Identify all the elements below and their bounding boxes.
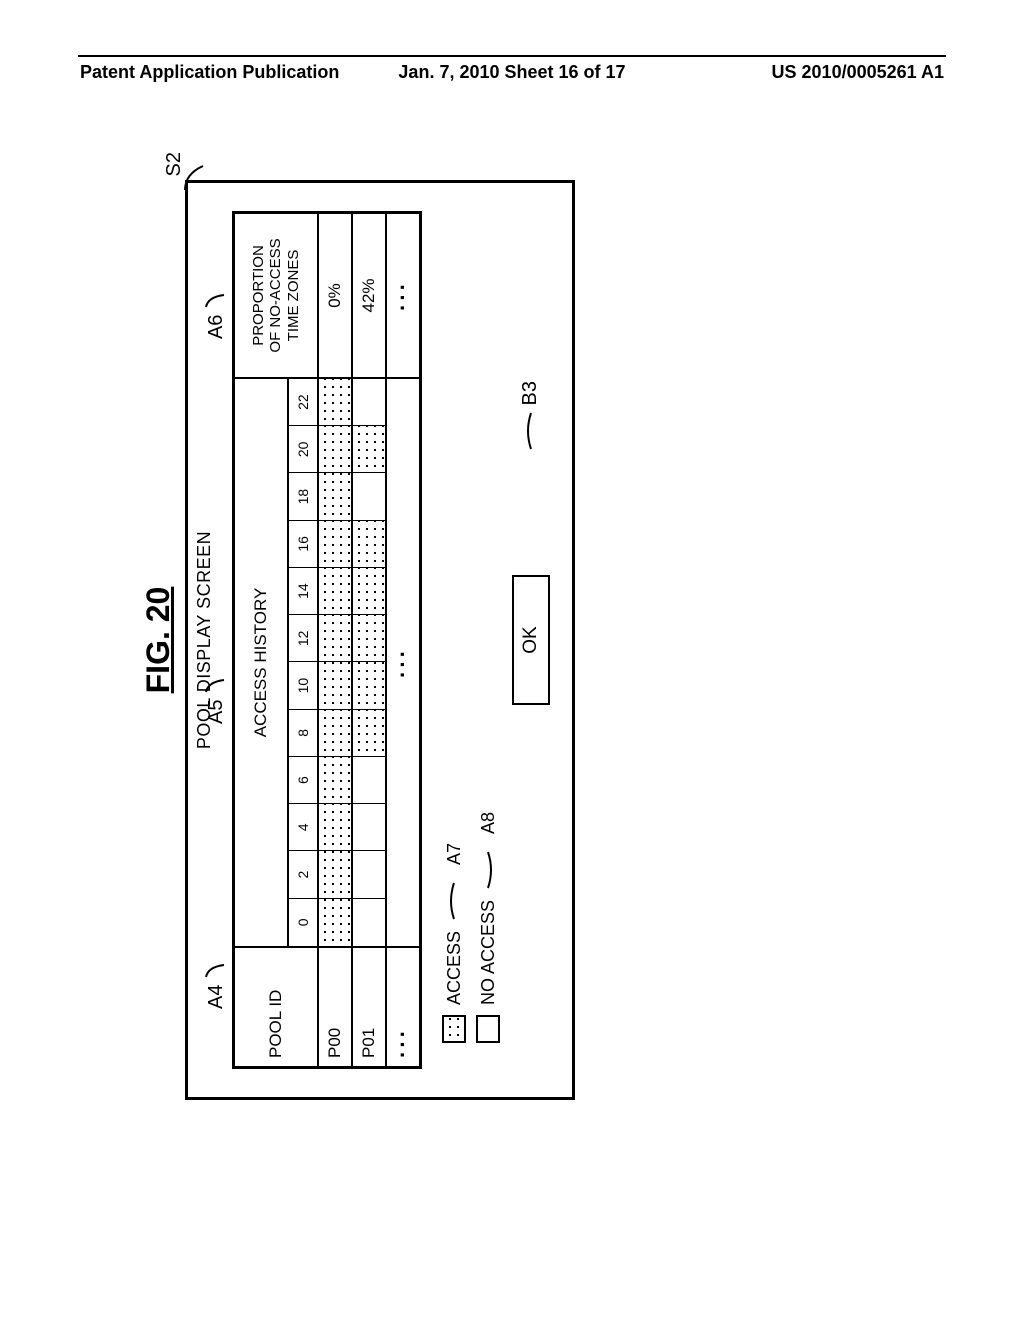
legend-access-swatch — [442, 1015, 466, 1043]
slot-access — [319, 379, 351, 426]
slot-no-access — [353, 899, 385, 946]
slot-access — [353, 710, 385, 757]
header-pubnum: US 2010/0005261 A1 — [772, 62, 944, 83]
slot-access — [319, 804, 351, 851]
callout-a6: A6 — [204, 281, 228, 339]
hour-header-cell: 10 — [289, 663, 317, 710]
table-row-pool-id: P00 — [318, 947, 352, 1067]
slot-access — [319, 663, 351, 710]
figure-title: FIG. 20 — [140, 180, 177, 1100]
legend-noaccess-swatch — [476, 1015, 500, 1043]
col-header-proportion: PROPORTION OF NO-ACCESS TIME ZONES — [234, 213, 318, 378]
callout-a6-leader — [204, 281, 226, 309]
slot-access — [319, 521, 351, 568]
hour-header-cell: 16 — [289, 521, 317, 568]
table-row-pool-id: ··· — [386, 947, 420, 1067]
ok-button[interactable]: OK — [512, 575, 550, 705]
pool-display-window: POOL DISPLAY SCREEN A4 A5 — [185, 180, 575, 1100]
table-row-pool-id: P01 — [352, 947, 386, 1067]
callout-a8-leader — [480, 850, 496, 890]
table-row-access-history — [352, 378, 386, 947]
slot-no-access — [353, 474, 385, 521]
slot-access — [353, 521, 385, 568]
slot-no-access — [353, 379, 385, 426]
slot-access — [353, 568, 385, 615]
hour-header-cell: 14 — [289, 568, 317, 615]
slot-no-access — [353, 804, 385, 851]
hour-header-cell: 12 — [289, 615, 317, 662]
hour-header-cell: 2 — [289, 852, 317, 899]
callout-a7-leader — [446, 881, 462, 921]
slot-access — [353, 663, 385, 710]
callout-a4: A4 — [204, 951, 228, 1009]
slot-access — [319, 899, 351, 946]
ok-button-label: OK — [520, 626, 542, 653]
figure-20: FIG. 20 S2 POOL DISPLAY SCREEN A4 — [140, 180, 575, 1100]
legend: ACCESS A7 NO ACCESS A8 — [442, 211, 500, 1043]
legend-access-label: ACCESS — [444, 931, 465, 1005]
col-header-access-history: ACCESS HISTORY — [234, 378, 288, 947]
pool-table: POOL ID ACCESS HISTORY PROPORTION OF NO-… — [232, 211, 422, 1069]
callout-a5-leader — [204, 666, 226, 694]
table-row-proportion: 42% — [352, 213, 386, 378]
table-row-access-history: ··· — [386, 378, 420, 947]
slot-access — [319, 710, 351, 757]
callout-b3: B3 — [519, 381, 542, 451]
hour-header-cell: 18 — [289, 474, 317, 521]
hours-header: 0246810121416182022 — [288, 378, 318, 947]
legend-access: ACCESS A7 — [442, 211, 466, 1043]
slot-access — [319, 426, 351, 473]
hour-header-cell: 0 — [289, 899, 317, 946]
callout-b3-leader — [523, 411, 539, 451]
slot-no-access — [353, 852, 385, 899]
slot-access — [319, 852, 351, 899]
legend-no-access: NO ACCESS A8 — [476, 211, 500, 1043]
hour-header-cell: 8 — [289, 710, 317, 757]
callout-a4-leader — [204, 951, 226, 979]
callout-a7: A7 — [444, 843, 465, 865]
slot-access — [319, 757, 351, 804]
slot-access — [319, 568, 351, 615]
slot-access — [319, 615, 351, 662]
slot-access — [319, 474, 351, 521]
legend-noaccess-label: NO ACCESS — [478, 900, 499, 1005]
callout-a5: A5 — [204, 666, 228, 724]
slot-access — [353, 615, 385, 662]
col-header-pool-id: POOL ID — [234, 947, 318, 1067]
table-row-access-history — [318, 378, 352, 947]
header-rule — [78, 55, 946, 57]
callout-a8: A8 — [478, 812, 499, 834]
table-row-proportion: ··· — [386, 213, 420, 378]
table-row-proportion: 0% — [318, 213, 352, 378]
hour-header-cell: 22 — [289, 379, 317, 426]
hour-header-cell: 6 — [289, 757, 317, 804]
slot-no-access — [353, 757, 385, 804]
slot-access — [353, 426, 385, 473]
hour-header-cell: 4 — [289, 804, 317, 851]
hour-header-cell: 20 — [289, 426, 317, 473]
